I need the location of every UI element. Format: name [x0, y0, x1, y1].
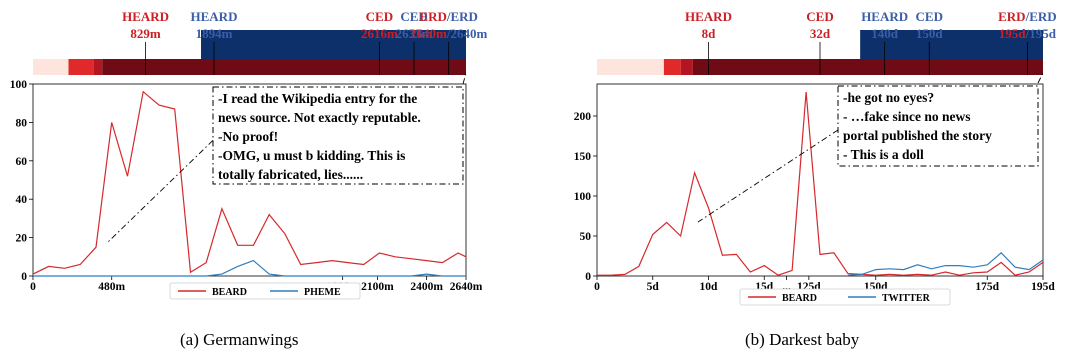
timeline-segment [597, 59, 664, 75]
navy-timeline-block [860, 30, 1043, 59]
annotation-line: totally fabricated, lies...... [218, 167, 363, 182]
annotation-leader [107, 140, 214, 243]
event-value: 195d/195d [999, 26, 1057, 41]
event-value: 2616m [361, 26, 398, 41]
series-line-beard [597, 91, 1044, 276]
annotation-line: news source. Not exactly reputable. [218, 110, 421, 125]
legend-label: BEARD [212, 287, 247, 298]
plot-frame [596, 83, 1044, 277]
event-name: CED [400, 9, 427, 24]
x-tick-label: 0 [594, 281, 600, 293]
y-tick-label: 50 [580, 231, 592, 243]
event-name: ERD/ERD [419, 9, 478, 24]
annotation-line: portal published the story [843, 128, 992, 143]
timeline-segment [33, 59, 69, 75]
x-tick-label: 2400m [410, 281, 443, 293]
x-tick-label: ... [782, 281, 791, 293]
event-name: HEARD [122, 9, 169, 24]
legend: BEARD TWITTER [739, 288, 951, 306]
legend-label: PHEME [304, 287, 341, 298]
event-name: HEARD [685, 9, 732, 24]
chart-germanwings: HEARD829mHEARD1894mCED2616mCED2633mERD/E… [10, 9, 487, 300]
caption-a: (a) Germanwings [180, 330, 299, 349]
x-tick-label: 2640m [450, 281, 483, 293]
x-tick-label: 5d [647, 281, 660, 293]
x-tick-label: 195d [1031, 281, 1055, 293]
event-value: 829m [130, 26, 161, 41]
timeline-segment [93, 59, 103, 75]
series-line-beard [32, 90, 467, 275]
legend-label: TWITTER [882, 293, 931, 304]
event-value: 1894m [196, 26, 233, 41]
x-tick-label: 175d [975, 281, 999, 293]
event-value: 32d [810, 26, 831, 41]
series-line-pheme [33, 259, 466, 277]
y-tick-label: 200 [574, 111, 592, 123]
annotation-leader-top [1037, 72, 1044, 84]
event-name: CED [916, 9, 943, 24]
y-tick-label: 0 [21, 271, 27, 283]
event-name: HEARD [191, 9, 238, 24]
event-value: 140d [871, 26, 899, 41]
y-tick-label: 60 [16, 156, 28, 168]
legend: BEARD PHEME [169, 282, 361, 300]
event-value: 8d [702, 26, 717, 41]
legend-box [739, 288, 951, 306]
timeline-segment [102, 59, 466, 75]
event-value: 2633m [396, 26, 433, 41]
legend-box [169, 282, 361, 300]
timeline-segment [68, 59, 94, 75]
annotation-box [212, 86, 464, 185]
event-name: ERD/ERD [998, 9, 1057, 24]
y-tick-label: 150 [574, 151, 592, 163]
annotation-line: -OMG, u must b kidding. This is [218, 148, 405, 163]
timeline-segment [692, 59, 1043, 75]
annotation-line: -No proof! [218, 129, 278, 144]
y-tick-label: 0 [585, 271, 591, 283]
y-tick-label: 100 [10, 79, 28, 91]
y-tick-label: 80 [16, 117, 28, 129]
x-tick-label: 480m [98, 281, 125, 293]
y-tick-label: 20 [16, 233, 28, 245]
event-name: CED [806, 9, 833, 24]
plot-frame [32, 83, 467, 277]
x-tick-label: 0 [30, 281, 36, 293]
annotation-leader-top [462, 72, 467, 85]
legend-label: BEARD [782, 293, 817, 304]
navy-timeline-block [201, 30, 466, 59]
chart-darkest-baby: HEARD 8d CED 32d HEARD 140d CED 150d ERD/ERD 195d… [574, 9, 1057, 306]
event-value: 150d [916, 26, 944, 41]
event-value: 2640m/2640m [410, 26, 487, 41]
annotation-box [837, 85, 1039, 167]
event-name: HEARD [861, 9, 908, 24]
x-tick-label: 10d [700, 281, 719, 293]
timeline-segment [680, 59, 693, 75]
x-tick-label: 2100m [361, 281, 394, 293]
annotation-line: -he got no eyes? [843, 90, 934, 105]
annotation-line: -I read the Wikipedia entry for the [218, 91, 417, 106]
y-tick-label: 40 [16, 194, 28, 206]
timeline-segment [663, 59, 681, 75]
caption-b: (b) Darkest baby [745, 330, 860, 349]
annotation-line: - …fake since no news [843, 109, 971, 124]
series-line-twitter [847, 251, 1044, 276]
annotation-line: - This is a doll [843, 147, 924, 162]
annotation-leader [697, 129, 839, 223]
y-tick-label: 100 [574, 191, 592, 203]
event-name: CED [366, 9, 393, 24]
